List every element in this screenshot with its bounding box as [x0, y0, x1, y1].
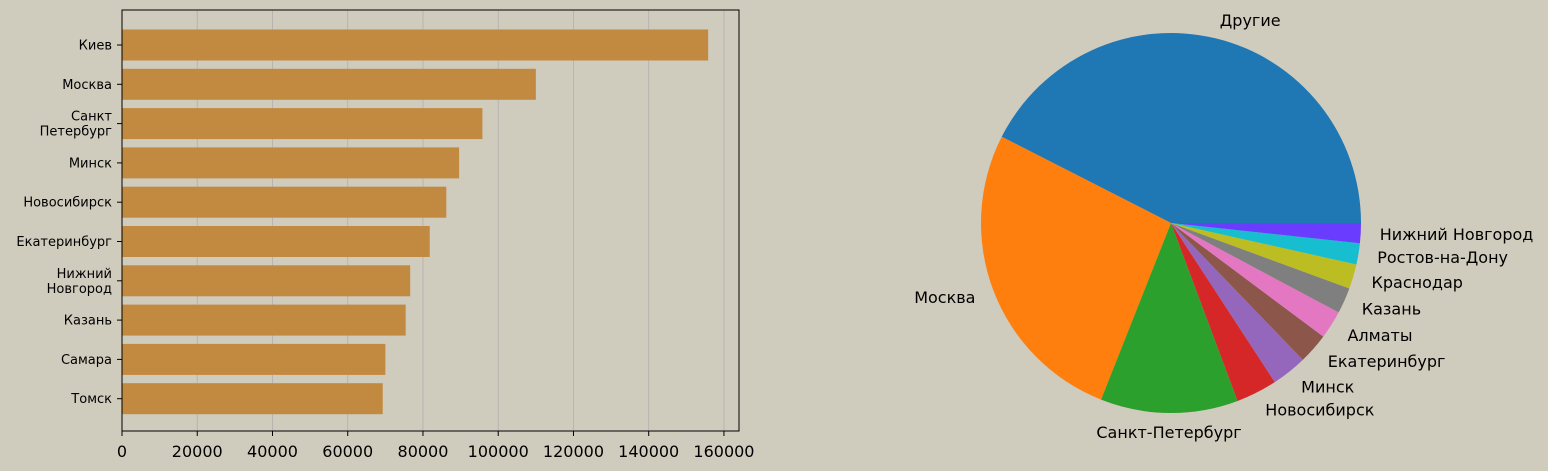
pie-label: Краснодар — [1372, 273, 1463, 292]
pie-slice — [1171, 223, 1360, 265]
y-tick-label: Санкт Петербург — [40, 110, 113, 140]
bar — [122, 186, 447, 218]
x-tick-label: 120000 — [543, 442, 604, 461]
x-tick-label: 0 — [117, 442, 127, 461]
pie-slice — [1171, 223, 1357, 289]
plot-frame — [121, 9, 740, 432]
x-tick-label: 20000 — [172, 442, 223, 461]
pie-label: Минск — [1301, 378, 1354, 397]
y-tick-label: Москва — [62, 78, 112, 93]
pie-slice — [1001, 32, 1361, 223]
pie-label: Новосибирск — [1265, 401, 1374, 420]
bar — [122, 68, 536, 100]
pie-label: Ростов-на-Дону — [1377, 248, 1508, 267]
pie-label: Алматы — [1347, 326, 1412, 345]
y-tick-label: Томск — [70, 392, 112, 407]
bar — [122, 265, 411, 297]
x-tick-label: 80000 — [398, 442, 449, 461]
y-tick-label: Минск — [69, 156, 112, 171]
pie-label: Нижний Новгород — [1380, 225, 1534, 244]
pie-label: Казань — [1362, 299, 1421, 318]
pie-label: Москва — [914, 288, 975, 307]
y-tick-label: Самара — [61, 353, 112, 368]
pie-slice — [1171, 223, 1339, 337]
bar-chart: Киев Москва Санкт Петербург Минск Новосибирск… — [16, 9, 754, 461]
x-tick-label: 140000 — [618, 442, 679, 461]
pie-label: Другие — [1220, 11, 1281, 30]
pie-slice — [1171, 223, 1303, 383]
bar — [122, 226, 430, 257]
pie-label: Санкт-Петербург — [1096, 423, 1241, 442]
x-tick-label: 60000 — [322, 442, 373, 461]
y-tick-label: Екатеринбург — [16, 235, 112, 250]
y-tick-label: Нижний Новгород — [47, 267, 112, 297]
bar — [122, 147, 460, 179]
pie-slice — [980, 136, 1171, 400]
bar — [122, 29, 709, 61]
bar — [122, 108, 483, 140]
pie-slice — [1171, 223, 1275, 401]
y-tick-label: Киев — [79, 39, 112, 54]
pie-slice — [1101, 223, 1238, 414]
bar — [122, 343, 386, 375]
pie-slice — [1171, 223, 1350, 313]
pie-slice — [1171, 223, 1324, 360]
y-tick-label: Новосибирск — [23, 196, 112, 211]
pie-chart: Другие Москва Санкт-Петербург Новосибирск Ми… — [914, 11, 1533, 442]
bar — [122, 304, 406, 336]
x-tick-label: 40000 — [247, 442, 298, 461]
pie-label: Екатеринбург — [1328, 352, 1446, 371]
x-tick-label: 160000 — [693, 442, 754, 461]
pie-slice — [1171, 223, 1361, 244]
bar — [122, 383, 383, 415]
y-tick-label: Казань — [64, 314, 112, 329]
x-tick-label: 100000 — [468, 442, 529, 461]
